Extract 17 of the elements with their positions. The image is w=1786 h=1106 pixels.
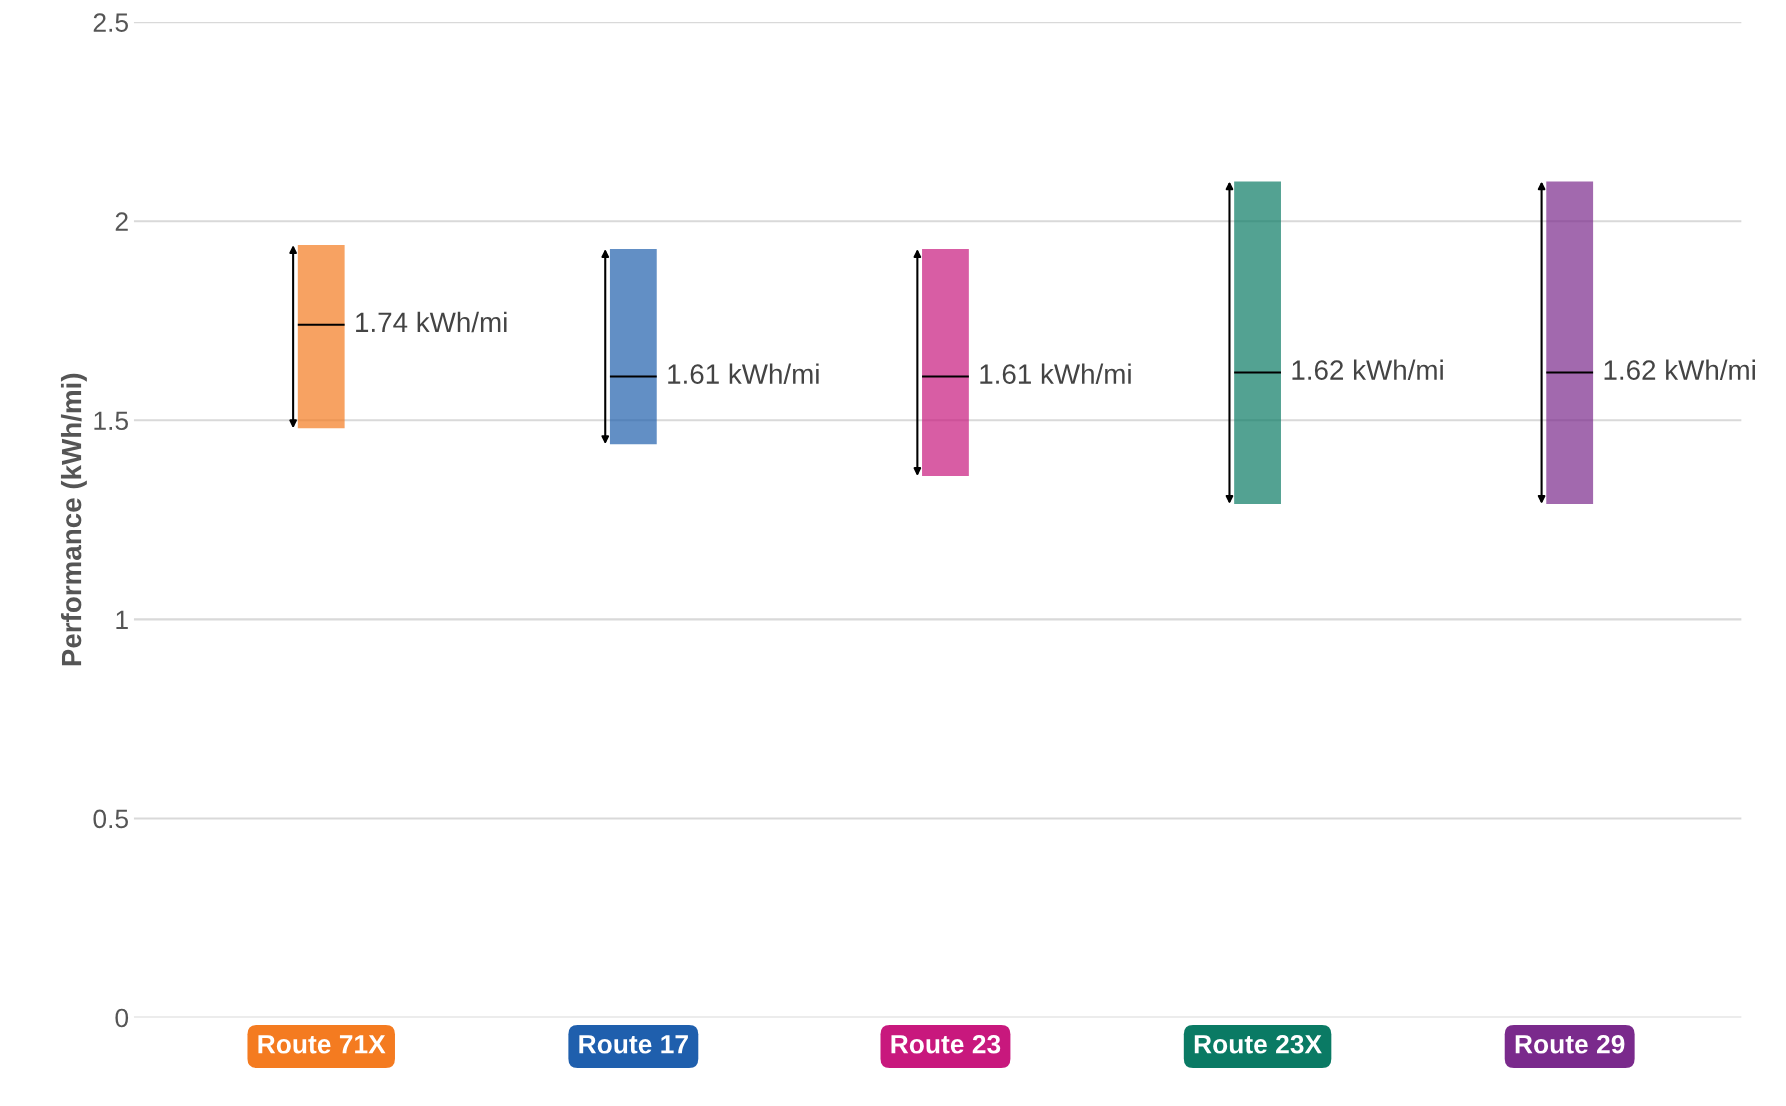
y-tick-label: 1.5	[94, 411, 128, 431]
annotation: 1.61 kWh/mi	[668, 363, 819, 384]
x-tick-label: Route 29	[1515, 1034, 1625, 1054]
x-tick-label: Route 23	[891, 1034, 1001, 1054]
annotation: 1.61 kWh/mi	[980, 363, 1131, 384]
x-tick-label: Route 71X	[258, 1035, 386, 1054]
y-tick-label: 1	[116, 610, 128, 629]
y-tick-label: 2.5	[93, 13, 128, 32]
y-tick-label: 0	[115, 1008, 129, 1028]
annotation: 1.74 kWh/mi	[356, 311, 507, 333]
y-tick-label: 2	[115, 212, 128, 231]
x-tick-label: Route 23X	[1194, 1034, 1322, 1054]
annotation: 1.62 kWh/mi	[1604, 359, 1755, 380]
y-tick-label: 0.5	[93, 809, 128, 829]
annotation: 1.62 kWh/mi	[1292, 359, 1443, 380]
y-axis-title: Performance (kWh/mi)	[60, 373, 87, 666]
x-tick-label: Route 17	[579, 1035, 688, 1054]
